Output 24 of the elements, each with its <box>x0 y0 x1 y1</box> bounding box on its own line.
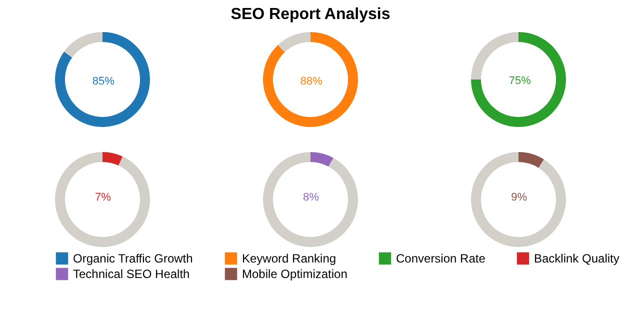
legend-label: Technical SEO Health <box>73 267 190 281</box>
donut-slice <box>263 152 358 247</box>
donut-slice <box>518 152 544 168</box>
donut-slice <box>55 32 150 127</box>
data-label: 88% <box>300 75 322 88</box>
legend-label: Keyword Ranking <box>242 251 336 266</box>
legend-label: Conversion Rate <box>396 251 486 266</box>
data-label: 75% <box>508 74 532 87</box>
legend-label: Mobile Optimization <box>242 267 348 281</box>
donut-slice <box>263 32 358 127</box>
donut-slice <box>278 32 310 52</box>
chart-title: SEO Report Analysis <box>230 6 390 23</box>
legend-label: Backlink Quality <box>534 251 620 266</box>
legend-label: Organic Traffic Growth <box>73 251 193 266</box>
data-label: 9% <box>511 192 528 204</box>
donut-slice <box>471 152 566 247</box>
donut-slice <box>102 152 123 166</box>
data-label: 8% <box>303 192 320 204</box>
data-label: 7% <box>94 192 112 204</box>
donut-slice <box>310 152 334 167</box>
donut-slice <box>471 32 566 127</box>
donut-slice <box>64 32 102 58</box>
donut-slice <box>55 152 150 247</box>
data-label: 85% <box>92 75 115 88</box>
